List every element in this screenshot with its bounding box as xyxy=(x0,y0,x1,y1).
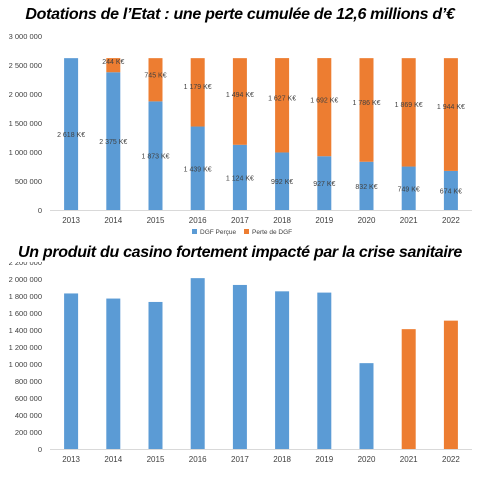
bar-dgf-percue xyxy=(190,126,205,210)
x-tick-label: 2021 xyxy=(400,455,418,464)
bar-casino-2013 xyxy=(64,293,79,449)
bar-casino-2021 xyxy=(401,329,416,449)
bar-dgf-percue xyxy=(148,101,163,210)
y-tick-label: 2 500 000 xyxy=(9,61,42,70)
data-label: 2 618 K€ xyxy=(57,132,85,139)
y-tick-label: 1 000 000 xyxy=(9,360,42,369)
data-label: 745 K€ xyxy=(144,73,166,80)
data-label: 244 K€ xyxy=(102,59,124,66)
bar-casino-2020 xyxy=(359,363,374,449)
dotations-chart: 0 500 000 1 000 000 1 500 000 2 000 000 2 500… xyxy=(9,32,472,236)
y-tick-label: 2 200 000 xyxy=(9,262,42,267)
x-tick-label: 2020 xyxy=(358,216,376,225)
x-tick-label: 2016 xyxy=(189,216,207,225)
bar-dgf-percue xyxy=(401,166,416,210)
casino-chart: 0 200 000 400 000 600 000 800 000 1 000 000 1 … xyxy=(9,262,472,464)
bar-dgf-percue xyxy=(64,58,79,210)
bar-dgf-percue xyxy=(317,156,332,210)
x-tick-label: 2021 xyxy=(400,216,418,225)
bar-dgf-percue xyxy=(359,161,374,210)
y-tick-label: 1 800 000 xyxy=(9,292,42,301)
y-tick-label: 1 500 000 xyxy=(9,119,42,128)
y-tick-label: 2 000 000 xyxy=(9,90,42,99)
bar-perte-dgf xyxy=(106,58,121,73)
bar-casino-2015 xyxy=(148,301,163,449)
y-tick-label: 400 000 xyxy=(15,411,42,420)
bar-perte-dgf xyxy=(275,58,290,153)
data-label: 1 179 K€ xyxy=(184,84,212,91)
legend-entry: DGF Perçue xyxy=(200,229,237,236)
data-label: 1 627 K€ xyxy=(268,96,296,103)
bar-casino-2022 xyxy=(443,320,458,449)
y-tick-label: 1 000 000 xyxy=(9,148,42,157)
bar-perte-dgf xyxy=(401,58,416,167)
data-label: 1 494 K€ xyxy=(226,92,254,99)
y-tick-label: 2 000 000 xyxy=(9,275,42,284)
data-label: 1 439 K€ xyxy=(184,166,212,173)
x-tick-label: 2014 xyxy=(104,455,122,464)
bar-dgf-percue xyxy=(275,152,290,210)
data-label: 1 869 K€ xyxy=(395,102,423,109)
y-tick-label: 3 000 000 xyxy=(9,32,42,41)
bar-casino-2018 xyxy=(275,291,290,449)
data-label: 2 375 K€ xyxy=(99,139,127,146)
x-tick-label: 2019 xyxy=(315,455,333,464)
legend-entry: Perte de DGF xyxy=(252,229,292,236)
data-label: 674 K€ xyxy=(440,188,462,195)
x-tick-label: 2014 xyxy=(104,216,122,225)
x-tick-label: 2017 xyxy=(231,455,249,464)
y-tick-label: 800 000 xyxy=(15,377,42,386)
bar-casino-2019 xyxy=(317,292,332,449)
bar-casino-2017 xyxy=(232,284,247,449)
y-tick-label: 1 200 000 xyxy=(9,343,42,352)
y-tick-label: 0 xyxy=(38,445,42,454)
bar-perte-dgf xyxy=(148,58,163,102)
x-tick-label: 2019 xyxy=(315,216,333,225)
x-tick-label: 2022 xyxy=(442,455,460,464)
bar-perte-dgf xyxy=(317,58,332,157)
x-tick-label: 2015 xyxy=(147,216,165,225)
bar-perte-dgf xyxy=(190,58,205,127)
bar-casino-2016 xyxy=(190,278,205,449)
x-tick-label: 2017 xyxy=(231,216,249,225)
bar-dgf-percue xyxy=(232,144,247,210)
chart1-title: Dotations de l’Etat : une perte cumulée … xyxy=(25,6,455,23)
data-label: 749 K€ xyxy=(398,186,420,193)
x-tick-label: 2013 xyxy=(62,216,80,225)
chart2-title: Un produit du casino fortement impacté p… xyxy=(17,244,463,261)
legend-swatch xyxy=(192,229,197,234)
x-tick-label: 2018 xyxy=(273,455,291,464)
data-label: 992 K€ xyxy=(271,179,293,186)
data-label: 1 873 K€ xyxy=(141,154,169,161)
y-tick-label: 1 400 000 xyxy=(9,326,42,335)
y-tick-label: 1 600 000 xyxy=(9,309,42,318)
x-tick-label: 2013 xyxy=(62,455,80,464)
bar-dgf-percue xyxy=(443,170,458,210)
x-tick-label: 2020 xyxy=(358,455,376,464)
data-label: 1 692 K€ xyxy=(310,97,338,104)
y-tick-label: 200 000 xyxy=(15,428,42,437)
bar-perte-dgf xyxy=(359,58,374,162)
bar-perte-dgf xyxy=(443,58,458,171)
data-label: 927 K€ xyxy=(313,181,335,188)
x-tick-label: 2015 xyxy=(147,455,165,464)
x-tick-label: 2022 xyxy=(442,216,460,225)
legend-swatch xyxy=(244,229,249,234)
bar-casino-2014 xyxy=(106,298,121,449)
data-label: 832 K€ xyxy=(355,184,377,191)
x-tick-label: 2016 xyxy=(189,455,207,464)
data-label: 1 124 K€ xyxy=(226,175,254,182)
y-tick-label: 600 000 xyxy=(15,394,42,403)
data-label: 1 944 K€ xyxy=(437,104,465,111)
bar-dgf-percue xyxy=(106,72,121,210)
x-tick-label: 2018 xyxy=(273,216,291,225)
bar-perte-dgf xyxy=(232,58,247,145)
data-label: 1 786 K€ xyxy=(352,100,380,107)
y-tick-label: 500 000 xyxy=(15,177,42,186)
y-tick-label: 0 xyxy=(38,206,42,215)
